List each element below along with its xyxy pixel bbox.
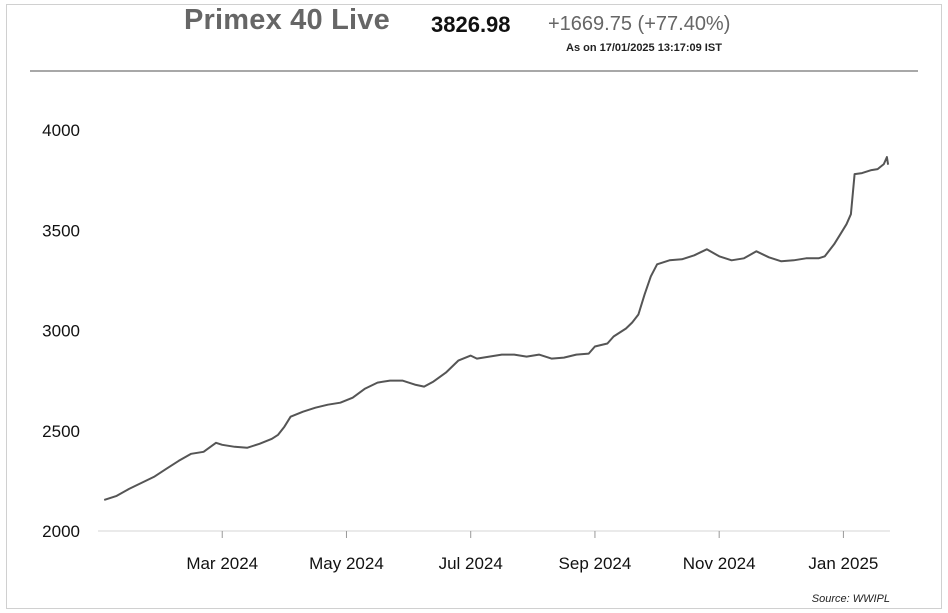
- x-tick-label: May 2024: [309, 554, 384, 573]
- y-tick-label: 2000: [42, 522, 80, 541]
- y-tick-label: 3000: [42, 322, 80, 341]
- as-of-timestamp: As on 17/01/2025 13:17:09 IST: [566, 42, 722, 54]
- header-divider: [30, 70, 918, 72]
- chart-frame: [6, 4, 942, 609]
- change-percent: (+77.40%): [637, 13, 731, 35]
- index-change: +1669.75 (+77.40%): [548, 13, 730, 36]
- x-tick-label: Jan 2025: [808, 554, 878, 573]
- x-tick-label: Sep 2024: [559, 554, 632, 573]
- y-tick-label: 2500: [42, 422, 80, 441]
- y-tick-label: 3500: [42, 221, 80, 240]
- x-axis: Mar 2024 May 2024 Jul 2024 Sep 2024 Nov 2024…: [98, 530, 890, 573]
- series-line-primex-40: [103, 156, 890, 501]
- x-tick-label: Mar 2024: [186, 554, 258, 573]
- x-tick-label: Jul 2024: [439, 554, 503, 573]
- y-tick-label: 4000: [42, 121, 80, 140]
- change-points: +1669.75: [548, 13, 632, 35]
- index-value: 3826.98: [431, 12, 511, 37]
- x-tick-label: Nov 2024: [683, 554, 756, 573]
- y-axis: 2000 2500 3000 3500 4000: [42, 121, 80, 541]
- source-note: Source: WWIPL: [811, 593, 890, 605]
- index-title: Primex 40 Live: [184, 4, 390, 36]
